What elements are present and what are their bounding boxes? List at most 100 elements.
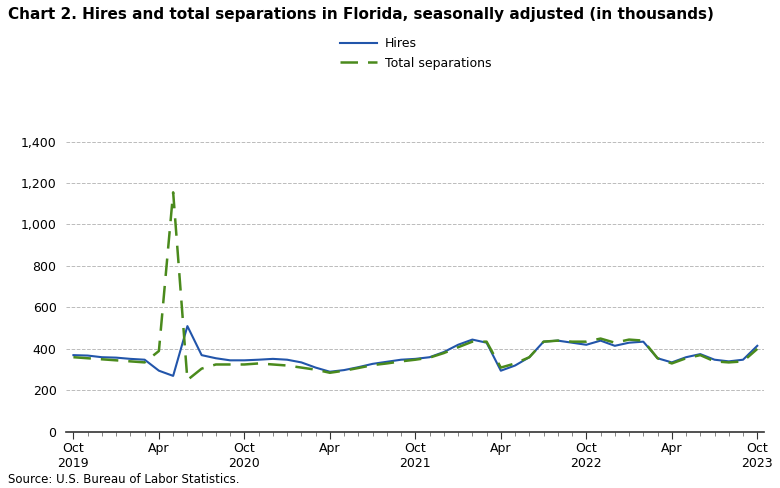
Total separations [525, 354, 534, 360]
Total separations [154, 348, 164, 354]
Total separations [225, 362, 235, 367]
Hires [596, 338, 605, 344]
Hires [553, 338, 562, 344]
Hires [425, 354, 434, 360]
Hires [211, 355, 221, 361]
Hires [254, 357, 264, 363]
Hires [667, 360, 676, 366]
Hires [168, 373, 178, 379]
Hires [753, 343, 762, 349]
Total separations [624, 337, 633, 343]
Total separations [682, 355, 691, 361]
Total separations [453, 345, 463, 350]
Total separations [254, 361, 264, 366]
Total separations [211, 362, 221, 367]
Legend: Hires, Total separations: Hires, Total separations [339, 38, 491, 70]
Hires [339, 367, 349, 373]
Hires [510, 363, 519, 368]
Hires [582, 342, 591, 347]
Total separations [439, 350, 448, 356]
Hires [639, 339, 648, 345]
Hires [353, 364, 363, 370]
Total separations [496, 365, 505, 370]
Hires [624, 340, 633, 346]
Total separations [410, 357, 420, 363]
Hires [154, 368, 164, 374]
Hires [268, 356, 278, 362]
Total separations [239, 362, 249, 367]
Hires [98, 354, 107, 360]
Total separations [468, 339, 477, 345]
Hires [567, 340, 576, 346]
Hires [439, 349, 448, 355]
Hires [496, 368, 505, 374]
Total separations [425, 355, 434, 361]
Total separations [753, 346, 762, 352]
Hires [468, 337, 477, 343]
Hires [368, 361, 378, 367]
Total separations [140, 360, 149, 366]
Total separations [539, 339, 548, 345]
Total separations [353, 365, 363, 371]
Total separations [268, 362, 278, 367]
Hires [710, 357, 719, 363]
Total separations [582, 339, 591, 345]
Hires [282, 357, 292, 363]
Hires [453, 342, 463, 347]
Total separations [197, 366, 207, 371]
Total separations [311, 367, 321, 373]
Total separations [126, 358, 135, 364]
Total separations [339, 368, 349, 374]
Total separations [382, 361, 392, 366]
Hires [410, 356, 420, 362]
Hires [239, 357, 249, 363]
Total separations [282, 363, 292, 368]
Hires [696, 351, 705, 357]
Hires [225, 357, 235, 363]
Hires [197, 352, 207, 358]
Hires [69, 352, 78, 358]
Hires [296, 360, 306, 366]
Line: Hires: Hires [73, 326, 757, 376]
Total separations [667, 361, 676, 366]
Hires [325, 369, 335, 375]
Hires [126, 356, 135, 362]
Hires [83, 353, 92, 359]
Total separations [183, 377, 192, 383]
Total separations [112, 357, 121, 363]
Hires [739, 357, 748, 363]
Total separations [510, 361, 519, 366]
Hires [183, 323, 192, 329]
Total separations [168, 189, 178, 195]
Hires [482, 340, 491, 346]
Total separations [739, 358, 748, 364]
Total separations [610, 340, 619, 346]
Total separations [696, 352, 705, 358]
Line: Total separations: Total separations [73, 192, 757, 380]
Total separations [296, 365, 306, 370]
Total separations [710, 358, 719, 364]
Hires [682, 354, 691, 360]
Hires [112, 355, 121, 361]
Hires [140, 357, 149, 363]
Hires [525, 354, 534, 360]
Total separations [368, 362, 378, 368]
Hires [724, 358, 733, 364]
Hires [610, 343, 619, 349]
Total separations [83, 355, 92, 361]
Hires [311, 365, 321, 370]
Total separations [69, 354, 78, 360]
Total separations [553, 338, 562, 344]
Total separations [567, 339, 576, 345]
Hires [539, 339, 548, 345]
Total separations [639, 338, 648, 344]
Total separations [724, 360, 733, 366]
Total separations [98, 356, 107, 362]
Total separations [653, 355, 662, 361]
Total separations [396, 358, 406, 364]
Text: Source: U.S. Bureau of Labor Statistics.: Source: U.S. Bureau of Labor Statistics. [8, 472, 239, 486]
Hires [396, 357, 406, 363]
Text: Chart 2. Hires and total separations in Florida, seasonally adjusted (in thousan: Chart 2. Hires and total separations in … [8, 7, 714, 22]
Total separations [596, 336, 605, 342]
Total separations [482, 339, 491, 345]
